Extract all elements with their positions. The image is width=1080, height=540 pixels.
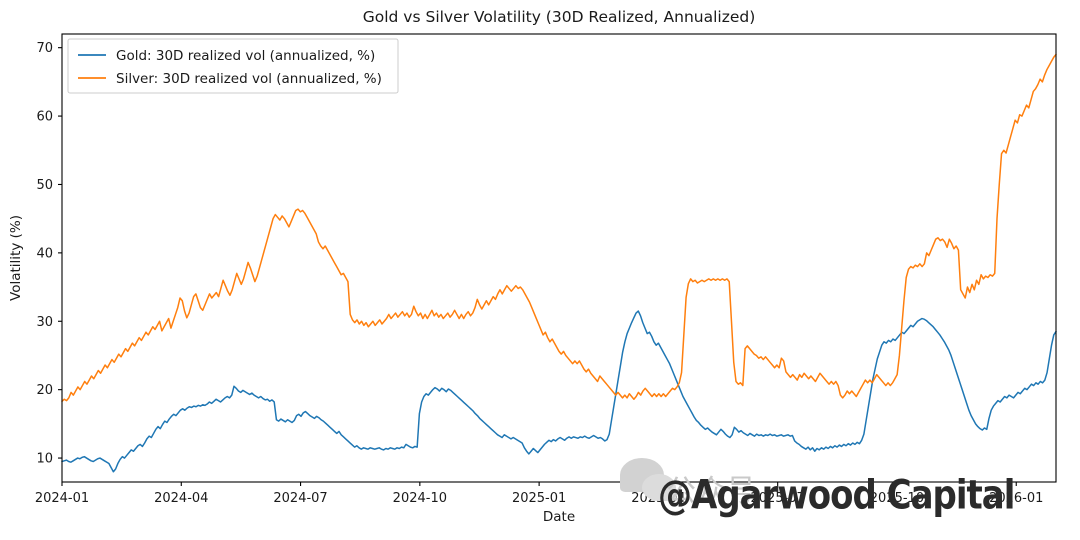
- legend-label-silver: Silver: 30D realized vol (annualized, %): [116, 71, 382, 87]
- data-series-group: [61, 53, 1057, 473]
- y-tick-label: 60: [36, 110, 53, 125]
- x-tick-label: 2026-01: [989, 491, 1043, 506]
- x-tick-label: 2024-01: [35, 491, 89, 506]
- x-tick-label: 2025-04: [631, 491, 685, 506]
- legend-background: [67, 38, 399, 94]
- y-tick-label: 10: [36, 452, 53, 467]
- series-line-gold: [61, 310, 1057, 473]
- plot-area-background: [62, 34, 1056, 482]
- y-tick-label: 20: [36, 383, 53, 398]
- y-tick-label: 40: [36, 246, 53, 261]
- chart-legend[interactable]: Gold: 30D realized vol (annualized, %) S…: [67, 38, 399, 94]
- x-tick-label: 2025-07: [751, 491, 805, 506]
- y-tick-label: 30: [36, 315, 53, 330]
- legend-label-gold: Gold: 30D realized vol (annualized, %): [116, 48, 375, 64]
- x-tick-label: 2025-10: [870, 491, 924, 506]
- x-tick-label: 2024-07: [273, 491, 327, 506]
- series-line-silver: [61, 53, 1057, 403]
- x-axis-label: Date: [543, 509, 575, 525]
- axes-spines: [61, 33, 1057, 483]
- x-tick-label: 2025-01: [512, 491, 566, 506]
- y-axis-ticks: 10 20 30 40 50 60 70: [36, 41, 62, 467]
- y-axis-label: Volatility (%): [8, 215, 24, 301]
- x-axis-ticks: 2024-01 2024-04 2024-07 2024-10 2025-01 2025-…: [35, 482, 1043, 506]
- y-tick-label: 70: [36, 41, 53, 56]
- x-tick-label: 2024-04: [154, 491, 208, 506]
- chart-title: Gold vs Silver Volatility (30D Realized,…: [363, 8, 756, 26]
- x-tick-label: 2024-10: [393, 491, 447, 506]
- y-tick-label: 50: [36, 178, 53, 193]
